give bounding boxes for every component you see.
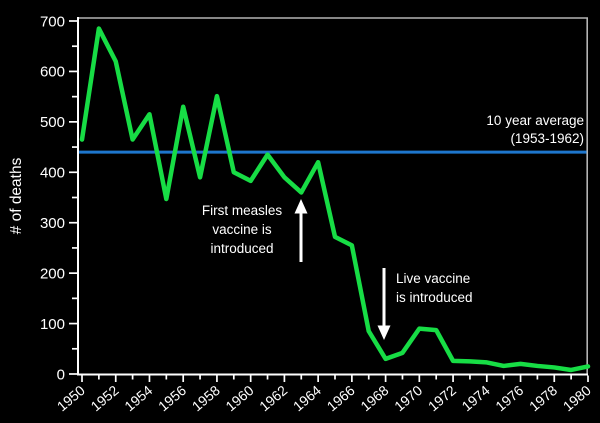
x-tick-label: 1958 [189,382,223,414]
up-arrow-head [294,199,308,214]
ten-year-average-label-line2: (1953-1962) [510,131,584,146]
annotation-first-measles-vaccine: First measles vaccine is introduced [202,199,308,262]
x-tick-label: 1966 [324,382,358,414]
x-tick-label: 1962 [256,382,290,414]
up-arrow-icon [294,199,308,262]
down-arrow-head [377,325,391,340]
series-line-measles-deaths [79,26,591,373]
x-tick-label: 1960 [222,382,256,414]
x-tick-label: 1968 [357,382,391,414]
y-tick-label: 600 [40,64,65,81]
y-tick-label: 200 [40,265,65,282]
y-tick-label: 700 [40,13,65,30]
x-tick-label: 1970 [391,382,425,414]
y-tick-label: 400 [40,165,65,182]
ten-year-average-label-line1: 10 year average [486,113,584,128]
data-series [79,26,591,373]
live-vaccine-label-line1: Live vaccine [396,271,470,286]
first-vaccine-label-line3: introduced [210,241,273,256]
x-tick-label: 1972 [425,382,459,414]
x-tick-label: 1976 [492,382,526,414]
plot-border [77,17,589,376]
annotation-ten-year-average: 10 year average (1953-1962) [486,113,584,146]
x-tick-label: 1952 [88,382,122,414]
x-tick-label: 1950 [54,382,88,414]
y-axis-title: # of deaths [8,157,25,234]
x-tick-label: 1954 [121,382,155,414]
x-tick-label: 1974 [459,382,493,414]
live-vaccine-label-line2: is introduced [396,290,473,305]
first-vaccine-label-line2: vaccine is [212,222,272,237]
y-tick-label: 0 [57,366,65,383]
y-tick-label: 100 [40,316,65,333]
annotation-live-vaccine: Live vaccine is introduced [377,268,473,340]
x-tick-label: 1978 [526,382,560,414]
y-tick-label: 300 [40,215,65,232]
first-vaccine-label-line1: First measles [202,203,283,218]
y-tick-label: 500 [40,114,65,131]
x-tick-label: 1980 [560,382,594,414]
x-tick-label: 1956 [155,382,189,414]
down-arrow-icon [377,268,391,340]
x-tick-label: 1964 [290,382,324,414]
